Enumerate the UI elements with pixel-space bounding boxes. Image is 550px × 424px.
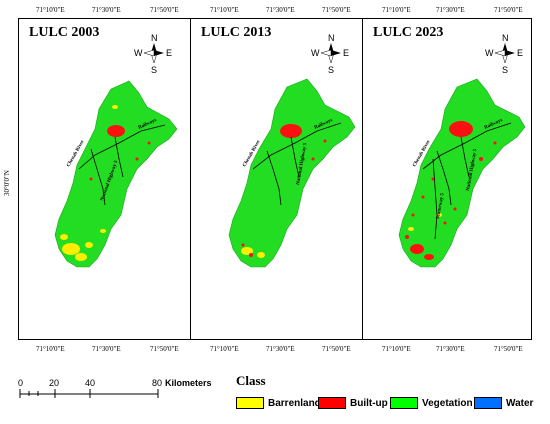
panel-title: LULC 2003	[29, 25, 100, 40]
region-shape	[54, 80, 178, 268]
motorway-label: Motorway 5	[436, 192, 446, 219]
barren-patches	[408, 213, 442, 231]
panel-title: LULC 2013	[201, 25, 272, 40]
compass-icon: N S W E	[134, 33, 172, 75]
legend-title: Class	[236, 373, 266, 388]
legend-swatch	[318, 397, 346, 409]
top-tick: 71°50'0"E	[322, 6, 351, 14]
top-tick: 71°30'0"E	[436, 6, 465, 14]
bottom-tick: 71°30'0"E	[92, 345, 121, 353]
legend-label: Water	[506, 397, 534, 409]
top-tick: 71°30'0"E	[92, 6, 121, 14]
bottom-tick: 71°50'0"E	[322, 345, 351, 353]
railway-line	[252, 122, 342, 170]
bottom-tick: 71°50'0"E	[150, 345, 179, 353]
legend-label: Built-up	[350, 397, 388, 409]
legend-item-builtup: Built-up	[318, 396, 388, 410]
compass-n: N	[151, 33, 158, 43]
barren-patches	[60, 105, 118, 261]
highway-line-2	[114, 136, 124, 178]
railway-line	[422, 122, 512, 170]
map-panel-2013: LULC 2013 N S W E Chenab River	[190, 19, 362, 339]
scale-bar	[19, 389, 159, 398]
scale-tick-label: 80	[152, 378, 163, 388]
compass-w: W	[134, 48, 143, 58]
compass-icon: N S W E	[311, 33, 349, 75]
barren-patches	[241, 247, 265, 258]
legend-label: Barrenland	[268, 397, 321, 409]
highway-line	[266, 150, 282, 206]
compass-w: W	[311, 48, 320, 58]
highway-line-2	[460, 136, 470, 178]
compass-s: S	[151, 65, 157, 75]
latitude-label: 30°0'0"N	[3, 170, 11, 196]
legend-item-vegetation: Vegetation	[390, 396, 473, 410]
bottom-tick: 71°50'0"E	[494, 345, 523, 353]
bottom-tick: 71°10'0"E	[210, 345, 239, 353]
builtup-patches	[89, 125, 151, 181]
legend-item-water: Water	[474, 396, 533, 410]
top-tick: 71°10'0"E	[210, 6, 239, 14]
top-tick: 71°10'0"E	[36, 6, 65, 14]
map-panel-2023: LULC 2023 N S W E	[362, 19, 533, 339]
top-tick: 71°50'0"E	[494, 6, 523, 14]
scale-tick-label: 20	[49, 378, 60, 388]
compass-e: E	[166, 48, 172, 58]
lulc-map-2003: N S W E Chenab River National Highway 5 …	[54, 33, 178, 268]
lulc-map-2023: N S W E Chenab River National Highway 5 …	[398, 33, 526, 268]
bottom-tick: 71°10'0"E	[382, 345, 411, 353]
map-panel-2003: LULC 2003 N S W E Chenab	[19, 19, 190, 339]
region-shape	[228, 78, 356, 268]
legend-label: Vegetation	[422, 397, 473, 409]
legend-swatch	[474, 397, 502, 409]
builtup-patches	[241, 124, 327, 257]
builtup-patches	[405, 121, 497, 260]
scale-tick-label: 0	[18, 378, 24, 388]
railway-line	[78, 124, 166, 170]
highway-line	[90, 148, 106, 206]
bottom-tick: 71°10'0"E	[36, 345, 65, 353]
compass-icon: N S W E	[485, 33, 523, 75]
scale-units: Kilometers	[165, 378, 212, 388]
top-tick: 71°50'0"E	[150, 6, 179, 14]
region-shape	[398, 78, 526, 268]
map-frame: LULC 2003 N S W E Chenab	[18, 18, 532, 340]
compass-w: W	[485, 48, 494, 58]
compass-s: S	[502, 65, 508, 75]
compass-e: E	[517, 48, 523, 58]
top-tick: 71°30'0"E	[266, 6, 295, 14]
highway-line-2	[290, 136, 300, 178]
compass-n: N	[328, 33, 335, 43]
motorway-line	[432, 158, 438, 240]
compass-n: N	[502, 33, 509, 43]
lulc-map-2013: N S W E Chenab River National Highway 5 …	[228, 33, 356, 268]
legend-swatch	[390, 397, 418, 409]
compass-e: E	[343, 48, 349, 58]
highway-line	[436, 150, 452, 206]
panel-title: LULC 2023	[373, 25, 444, 40]
legend-item-barrenland: Barrenland	[236, 396, 321, 410]
scale-tick-label: 40	[85, 378, 96, 388]
compass-s: S	[328, 65, 334, 75]
bottom-tick: 71°30'0"E	[436, 345, 465, 353]
top-tick: 71°10'0"E	[382, 6, 411, 14]
bottom-tick: 71°30'0"E	[266, 345, 295, 353]
legend-swatch	[236, 397, 264, 409]
